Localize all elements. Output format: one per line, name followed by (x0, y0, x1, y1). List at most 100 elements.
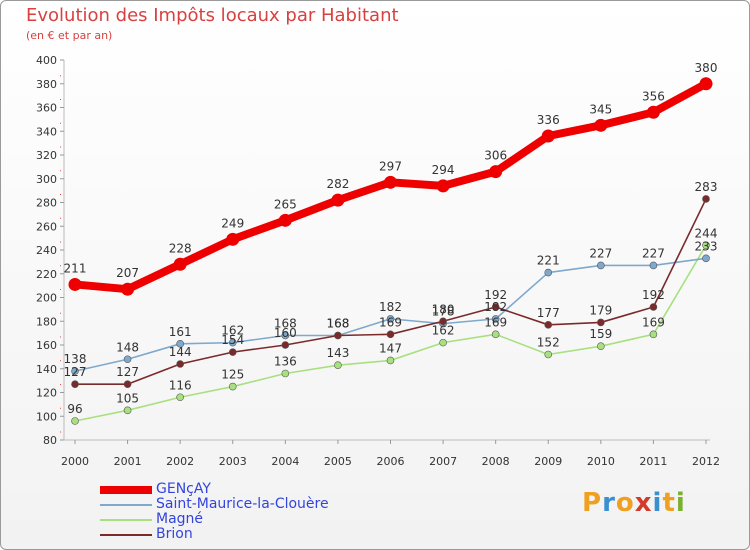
data-label: 127 (116, 365, 139, 379)
x-tick-label: 2002 (166, 455, 194, 468)
data-label: 380 (695, 61, 718, 75)
data-label: 233 (695, 239, 718, 253)
logo-letter: r (602, 488, 616, 518)
logo-letter: o (615, 488, 635, 518)
data-point (439, 338, 447, 347)
data-label: 244 (695, 226, 718, 240)
data-label: 116 (169, 378, 192, 392)
legend-label-magne: Magné (156, 511, 204, 527)
data-label: 227 (642, 246, 665, 260)
data-label: 182 (484, 300, 507, 314)
data-label: 282 (326, 177, 349, 191)
data-point (334, 331, 342, 340)
logo-letter: x (634, 488, 653, 518)
y-tick-label: 260 (36, 220, 57, 233)
data-label: 152 (537, 336, 560, 350)
data-label: 192 (642, 288, 665, 302)
data-label: 249 (221, 216, 244, 230)
data-point (386, 356, 395, 365)
data-label: 179 (589, 303, 612, 317)
data-label: 294 (432, 163, 455, 177)
data-point (491, 303, 500, 311)
chart-subtitle: (en € et par an) (26, 29, 113, 42)
data-label: 147 (379, 341, 402, 355)
data-label: 125 (221, 368, 244, 382)
data-point (71, 417, 79, 425)
data-point (331, 193, 345, 207)
data-point (176, 393, 184, 402)
y-tick-label: 340 (36, 125, 57, 138)
data-point (228, 348, 237, 356)
data-point (544, 321, 553, 329)
data-label: 180 (432, 302, 455, 316)
y-tick-label: 220 (36, 268, 57, 281)
data-label: 178 (432, 305, 455, 319)
data-label: 207 (116, 266, 139, 280)
data-point (436, 179, 450, 193)
y-tick-label: 140 (36, 363, 57, 376)
data-point (123, 406, 132, 415)
y-tick-label: 100 (36, 410, 57, 423)
data-label: 144 (169, 345, 192, 359)
y-tick-label: 280 (36, 197, 57, 210)
data-label: 177 (537, 306, 560, 320)
data-point (489, 165, 503, 179)
data-point (281, 369, 290, 378)
data-label: 169 (642, 315, 665, 329)
data-label: 162 (221, 324, 244, 338)
data-point (226, 232, 240, 246)
x-tick-label: 2005 (324, 455, 352, 468)
x-tick-label: 2001 (114, 455, 142, 468)
data-label: 105 (116, 391, 139, 405)
data-label: 182 (379, 300, 402, 314)
data-point (439, 317, 447, 326)
data-point (334, 361, 342, 369)
x-tick-label: 2000 (61, 455, 89, 468)
y-tick-label: 380 (36, 78, 57, 91)
data-label: 159 (589, 327, 612, 341)
data-label: 160 (274, 326, 297, 340)
data-label: 336 (537, 113, 560, 127)
data-point (281, 341, 290, 349)
data-label: 168 (326, 317, 349, 331)
data-label: 169 (379, 315, 402, 329)
y-tick-label: 300 (36, 173, 57, 186)
logo-letter: t (662, 488, 676, 518)
proxiti-logo[interactable]: Proxiti (582, 488, 686, 518)
data-label: 96 (67, 402, 82, 416)
x-tick-label: 2004 (271, 455, 299, 468)
data-label: 148 (116, 340, 139, 354)
data-label: 265 (274, 197, 297, 211)
legend-swatch-saint-maurice (100, 504, 152, 506)
y-tick-label: 120 (36, 387, 57, 400)
data-label: 221 (537, 254, 560, 268)
data-label: 356 (642, 89, 665, 103)
data-point (278, 213, 292, 227)
y-tick-label: 360 (36, 102, 57, 115)
data-label: 297 (379, 159, 402, 173)
logo-letter: i (675, 488, 686, 518)
y-tick-label: 160 (36, 339, 57, 352)
data-point (281, 331, 290, 340)
data-label: 227 (589, 246, 612, 260)
data-point (597, 318, 605, 327)
legend-swatch-gencay (100, 486, 152, 494)
data-label: 192 (484, 288, 507, 302)
chart-title: Evolution des Impôts locaux par Habitant (26, 5, 399, 26)
data-point (71, 380, 79, 388)
data-label: 154 (221, 333, 244, 347)
data-point (597, 261, 605, 270)
data-label: 283 (695, 180, 718, 194)
data-label: 138 (64, 352, 87, 366)
data-point (594, 118, 608, 132)
data-point (649, 330, 658, 339)
data-point (544, 268, 553, 277)
data-point (176, 340, 184, 348)
x-tick-label: 2007 (429, 455, 457, 468)
x-tick-label: 2009 (534, 455, 562, 468)
y-tick-label: 320 (36, 149, 57, 162)
data-point (71, 367, 79, 375)
data-point (121, 282, 135, 296)
